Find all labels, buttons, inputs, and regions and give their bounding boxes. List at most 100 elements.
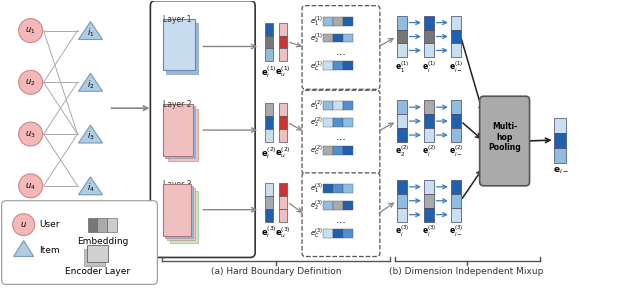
- Text: $e_1^{(1)}$: $e_1^{(1)}$: [310, 15, 323, 29]
- Circle shape: [13, 214, 35, 236]
- Text: ...: ...: [335, 215, 346, 225]
- Bar: [333, 101, 343, 110]
- Bar: [397, 128, 407, 142]
- Bar: [108, 218, 118, 232]
- Bar: [451, 128, 461, 142]
- Text: Layer 1: Layer 1: [163, 15, 192, 24]
- Bar: [451, 180, 461, 194]
- Circle shape: [19, 122, 43, 146]
- Bar: [333, 118, 343, 127]
- Bar: [397, 208, 407, 222]
- Bar: [451, 194, 461, 208]
- FancyBboxPatch shape: [150, 1, 255, 258]
- Text: $\mathbf{e}_i^{(3)}$: $\mathbf{e}_i^{(3)}$: [261, 225, 277, 240]
- Bar: [279, 183, 287, 196]
- Text: $e_C^{(1)}$: $e_C^{(1)}$: [310, 59, 323, 74]
- Bar: [279, 129, 287, 142]
- Text: Multi-
hop
Pooling: Multi- hop Pooling: [488, 122, 521, 152]
- Text: $i_2$: $i_2$: [87, 78, 94, 91]
- Bar: [323, 118, 333, 127]
- Text: $u_3$: $u_3$: [26, 129, 36, 140]
- Text: $e_2^{(1)}$: $e_2^{(1)}$: [310, 31, 323, 46]
- Bar: [279, 48, 287, 61]
- Bar: [279, 209, 287, 222]
- FancyBboxPatch shape: [302, 90, 380, 174]
- Bar: [333, 229, 343, 238]
- Bar: [333, 184, 343, 193]
- Text: Embedding: Embedding: [77, 237, 128, 246]
- Text: $\mathbf{e}_u^{(1)}$: $\mathbf{e}_u^{(1)}$: [275, 65, 291, 79]
- Bar: [451, 16, 461, 29]
- Bar: [323, 34, 333, 43]
- Bar: [424, 128, 434, 142]
- Text: $e_2^{(2)}$: $e_2^{(2)}$: [310, 116, 323, 130]
- Bar: [554, 118, 566, 133]
- Bar: [333, 17, 343, 26]
- Text: (a) Hard Boundary Definition: (a) Hard Boundary Definition: [211, 267, 341, 277]
- Bar: [397, 114, 407, 128]
- Bar: [167, 188, 195, 239]
- Text: $u_2$: $u_2$: [26, 78, 36, 88]
- Bar: [86, 244, 108, 263]
- Text: $\mathbf{e}_{i-}^{(2)}$: $\mathbf{e}_{i-}^{(2)}$: [449, 144, 463, 159]
- Text: Item: Item: [40, 246, 60, 255]
- Bar: [424, 208, 434, 222]
- FancyBboxPatch shape: [479, 96, 529, 186]
- Bar: [333, 146, 343, 155]
- Bar: [323, 146, 333, 155]
- Bar: [397, 194, 407, 208]
- FancyBboxPatch shape: [2, 201, 157, 284]
- Bar: [397, 16, 407, 29]
- Polygon shape: [79, 73, 102, 91]
- Bar: [88, 218, 97, 232]
- Text: $\mathbf{e}_i^{(1)}$: $\mathbf{e}_i^{(1)}$: [261, 65, 277, 80]
- Bar: [343, 184, 353, 193]
- Bar: [451, 44, 461, 58]
- Text: $\mathbf{e}_{i-}^{(3)}$: $\mathbf{e}_{i-}^{(3)}$: [449, 224, 463, 239]
- Bar: [554, 133, 566, 148]
- Bar: [424, 29, 434, 44]
- Text: $\mathbf{e}_{i-}$: $\mathbf{e}_{i-}$: [552, 166, 568, 176]
- Bar: [451, 114, 461, 128]
- Text: $\mathbf{e}_i^{(2)}$: $\mathbf{e}_i^{(2)}$: [261, 145, 277, 161]
- Bar: [265, 209, 273, 222]
- Bar: [323, 184, 333, 193]
- Bar: [323, 229, 333, 238]
- FancyBboxPatch shape: [302, 173, 380, 256]
- Bar: [424, 44, 434, 58]
- Bar: [343, 101, 353, 110]
- Bar: [424, 194, 434, 208]
- Text: $u_1$: $u_1$: [26, 26, 36, 36]
- Bar: [397, 29, 407, 44]
- Bar: [265, 116, 273, 129]
- Bar: [323, 101, 333, 110]
- Bar: [323, 61, 333, 70]
- Circle shape: [19, 70, 43, 94]
- Text: $\mathbf{e}_i^{(3)}$: $\mathbf{e}_i^{(3)}$: [395, 224, 409, 239]
- Polygon shape: [79, 22, 102, 39]
- Text: $e_C^{(2)}$: $e_C^{(2)}$: [310, 144, 323, 158]
- Text: $\mathbf{e}_1^{(1)}$: $\mathbf{e}_1^{(1)}$: [395, 59, 409, 75]
- Bar: [343, 229, 353, 238]
- Bar: [451, 29, 461, 44]
- Text: $\mathbf{e}_i^{(2)}$: $\mathbf{e}_i^{(2)}$: [422, 144, 436, 159]
- Text: ...: ...: [335, 47, 346, 58]
- Polygon shape: [13, 241, 34, 256]
- Text: $e_1^{(2)}$: $e_1^{(2)}$: [310, 99, 323, 113]
- Text: $i_1$: $i_1$: [87, 26, 94, 39]
- Text: $e_C^{(3)}$: $e_C^{(3)}$: [310, 227, 323, 241]
- Text: $u_4$: $u_4$: [25, 181, 36, 192]
- Text: (b) Dimension Independent Mixup: (b) Dimension Independent Mixup: [390, 267, 544, 277]
- Bar: [165, 186, 193, 238]
- Bar: [333, 61, 343, 70]
- Text: User: User: [40, 220, 60, 229]
- Bar: [333, 34, 343, 43]
- Text: $\mathbf{e}_2^{(2)}$: $\mathbf{e}_2^{(2)}$: [395, 144, 409, 159]
- Text: $\mathbf{e}_u^{(3)}$: $\mathbf{e}_u^{(3)}$: [275, 225, 291, 239]
- Bar: [343, 201, 353, 210]
- Text: $i_4$: $i_4$: [86, 182, 94, 194]
- Bar: [170, 191, 198, 243]
- Bar: [397, 100, 407, 114]
- Text: ...: ...: [335, 132, 346, 142]
- Text: Layer 3: Layer 3: [163, 180, 192, 189]
